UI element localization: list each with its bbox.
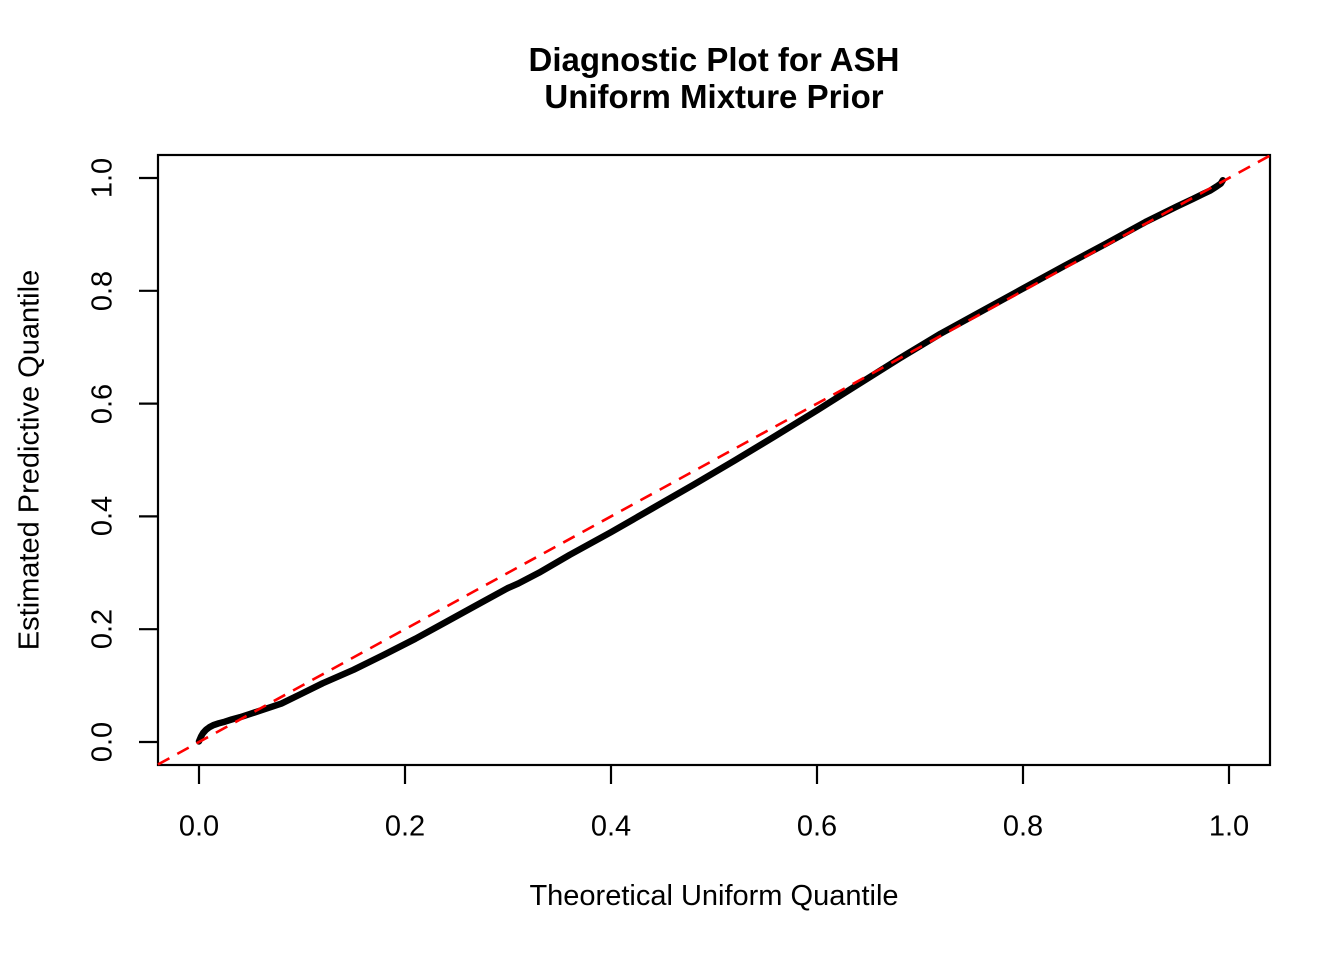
identity-reference-line xyxy=(157,154,1271,766)
x-tick-label: 0.2 xyxy=(384,810,426,843)
x-tick-label: 0.4 xyxy=(590,810,632,843)
plot-title-line2: Uniform Mixture Prior xyxy=(544,78,884,115)
x-axis-title: Theoretical Uniform Quantile xyxy=(529,880,899,912)
y-tick-label: 0.6 xyxy=(86,383,119,424)
y-tick-label: 0.0 xyxy=(86,721,119,763)
y-tick-label: 1.0 xyxy=(86,157,119,199)
y-tick-label: 0.8 xyxy=(86,270,119,311)
plot-title-line1: Diagnostic Plot for ASH xyxy=(528,41,900,78)
x-tick-label: 0.0 xyxy=(178,810,220,843)
y-tick-label: 0.2 xyxy=(86,609,119,650)
x-tick-label: 0.6 xyxy=(796,810,838,843)
plot-title: Diagnostic Plot for ASH Uniform Mixture P… xyxy=(158,41,1270,115)
x-tick-label: 1.0 xyxy=(1208,810,1250,843)
qq-curve xyxy=(195,177,1227,745)
plot-box xyxy=(156,153,1272,767)
y-tick-label: 0.4 xyxy=(86,496,119,537)
x-tick-label: 0.8 xyxy=(1002,810,1044,843)
